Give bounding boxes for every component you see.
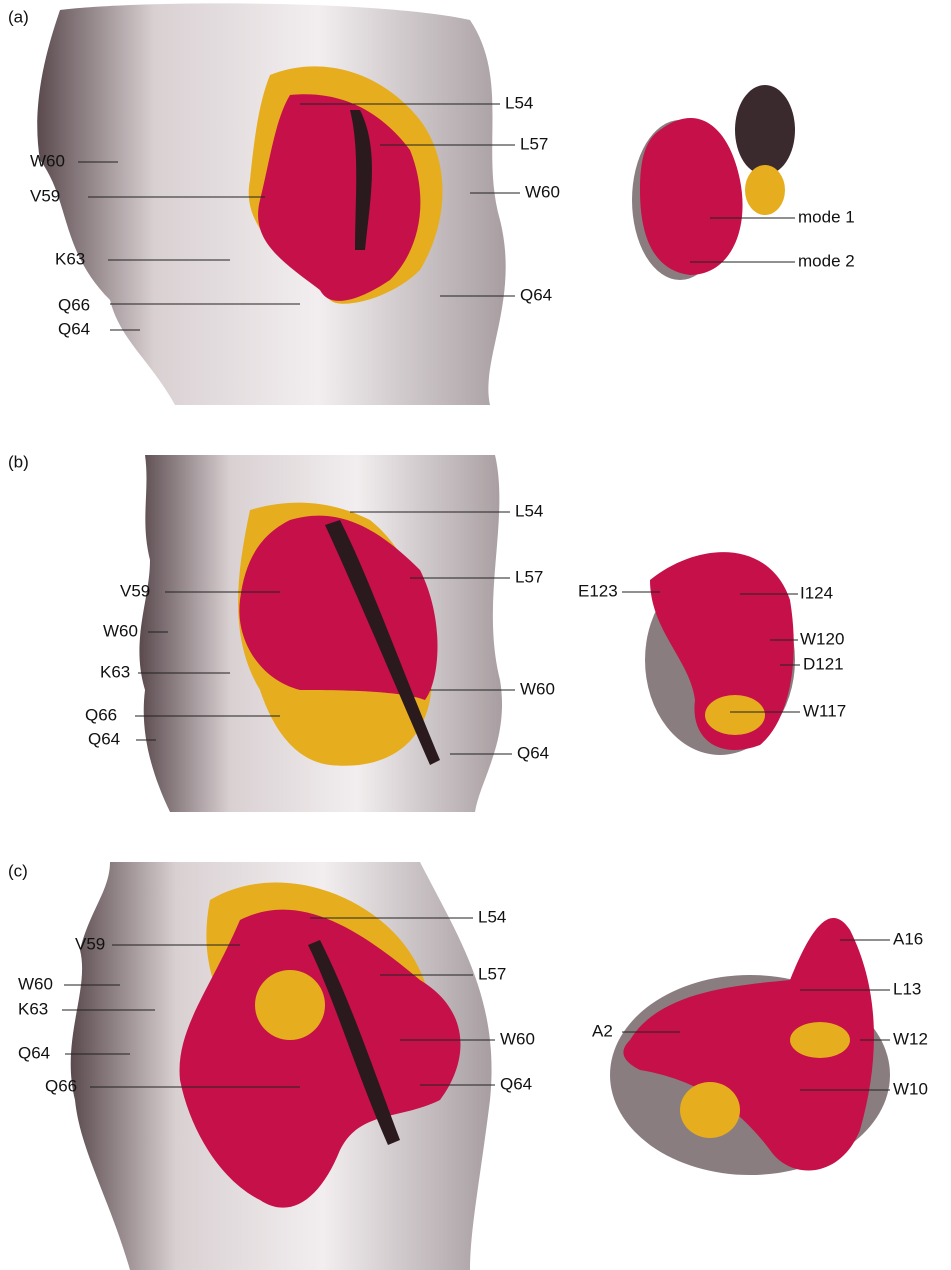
panel-label: (a) (8, 7, 29, 26)
patch (705, 695, 765, 735)
patch (255, 970, 325, 1040)
annotation: L54 (505, 93, 533, 112)
figure: (a) L54 L57 W60 V59 W60 K63 Q64 Q66 Q64 … (0, 0, 951, 1270)
annotation: A2 (592, 1021, 613, 1040)
annotation: Q64 (500, 1074, 532, 1093)
annotation: W60 (525, 182, 560, 201)
annotation: L54 (478, 907, 506, 926)
patch (745, 165, 785, 215)
annotation: mode 1 (798, 207, 855, 226)
panel-c: (c) L54 L57 V59 W60 K63 W60 Q64 Q66 Q64 … (8, 861, 928, 1270)
annotation: L57 (515, 567, 543, 586)
panel-b: (b) L54 L57 V59 W60 K63 W60 Q66 Q64 Q64 … (8, 452, 846, 812)
annotation: W60 (103, 621, 138, 640)
annotation: W60 (500, 1029, 535, 1048)
annotation: Q64 (18, 1043, 50, 1062)
annotation: Q64 (88, 729, 120, 748)
annotation: K63 (55, 249, 85, 268)
annotation: A16 (893, 929, 923, 948)
annotation: Q66 (58, 295, 90, 314)
annotation: K63 (18, 999, 48, 1018)
annotation: E123 (578, 581, 618, 600)
annotation: W60 (520, 679, 555, 698)
annotation: I124 (800, 583, 833, 602)
annotation: W10 (893, 1079, 928, 1098)
annotation: Q64 (58, 319, 90, 338)
panel-label: (b) (8, 452, 29, 471)
annotation: W60 (30, 151, 65, 170)
annotation: V59 (75, 934, 105, 953)
annotation: Q66 (85, 705, 117, 724)
annotation: W60 (18, 974, 53, 993)
annotation: Q64 (517, 743, 549, 762)
patch (640, 118, 743, 275)
annotation: L13 (893, 979, 921, 998)
annotation: mode 2 (798, 251, 855, 270)
annotation: Q64 (520, 285, 552, 304)
small-surface (735, 85, 795, 175)
annotation: V59 (30, 186, 60, 205)
annotation: W120 (800, 629, 844, 648)
patch (680, 1082, 740, 1138)
annotation: L54 (515, 501, 543, 520)
annotation: L57 (520, 134, 548, 153)
patch (790, 1022, 850, 1058)
annotation: Q66 (45, 1076, 77, 1095)
annotation: L57 (478, 964, 506, 983)
panel-label: (c) (8, 861, 28, 880)
annotation: K63 (100, 662, 130, 681)
annotation: V59 (120, 581, 150, 600)
annotation: W117 (803, 701, 846, 720)
annotation: D121 (803, 654, 844, 673)
panel-a: (a) L54 L57 W60 V59 W60 K63 Q64 Q66 Q64 … (8, 3, 855, 405)
annotation: W12 (893, 1029, 928, 1048)
